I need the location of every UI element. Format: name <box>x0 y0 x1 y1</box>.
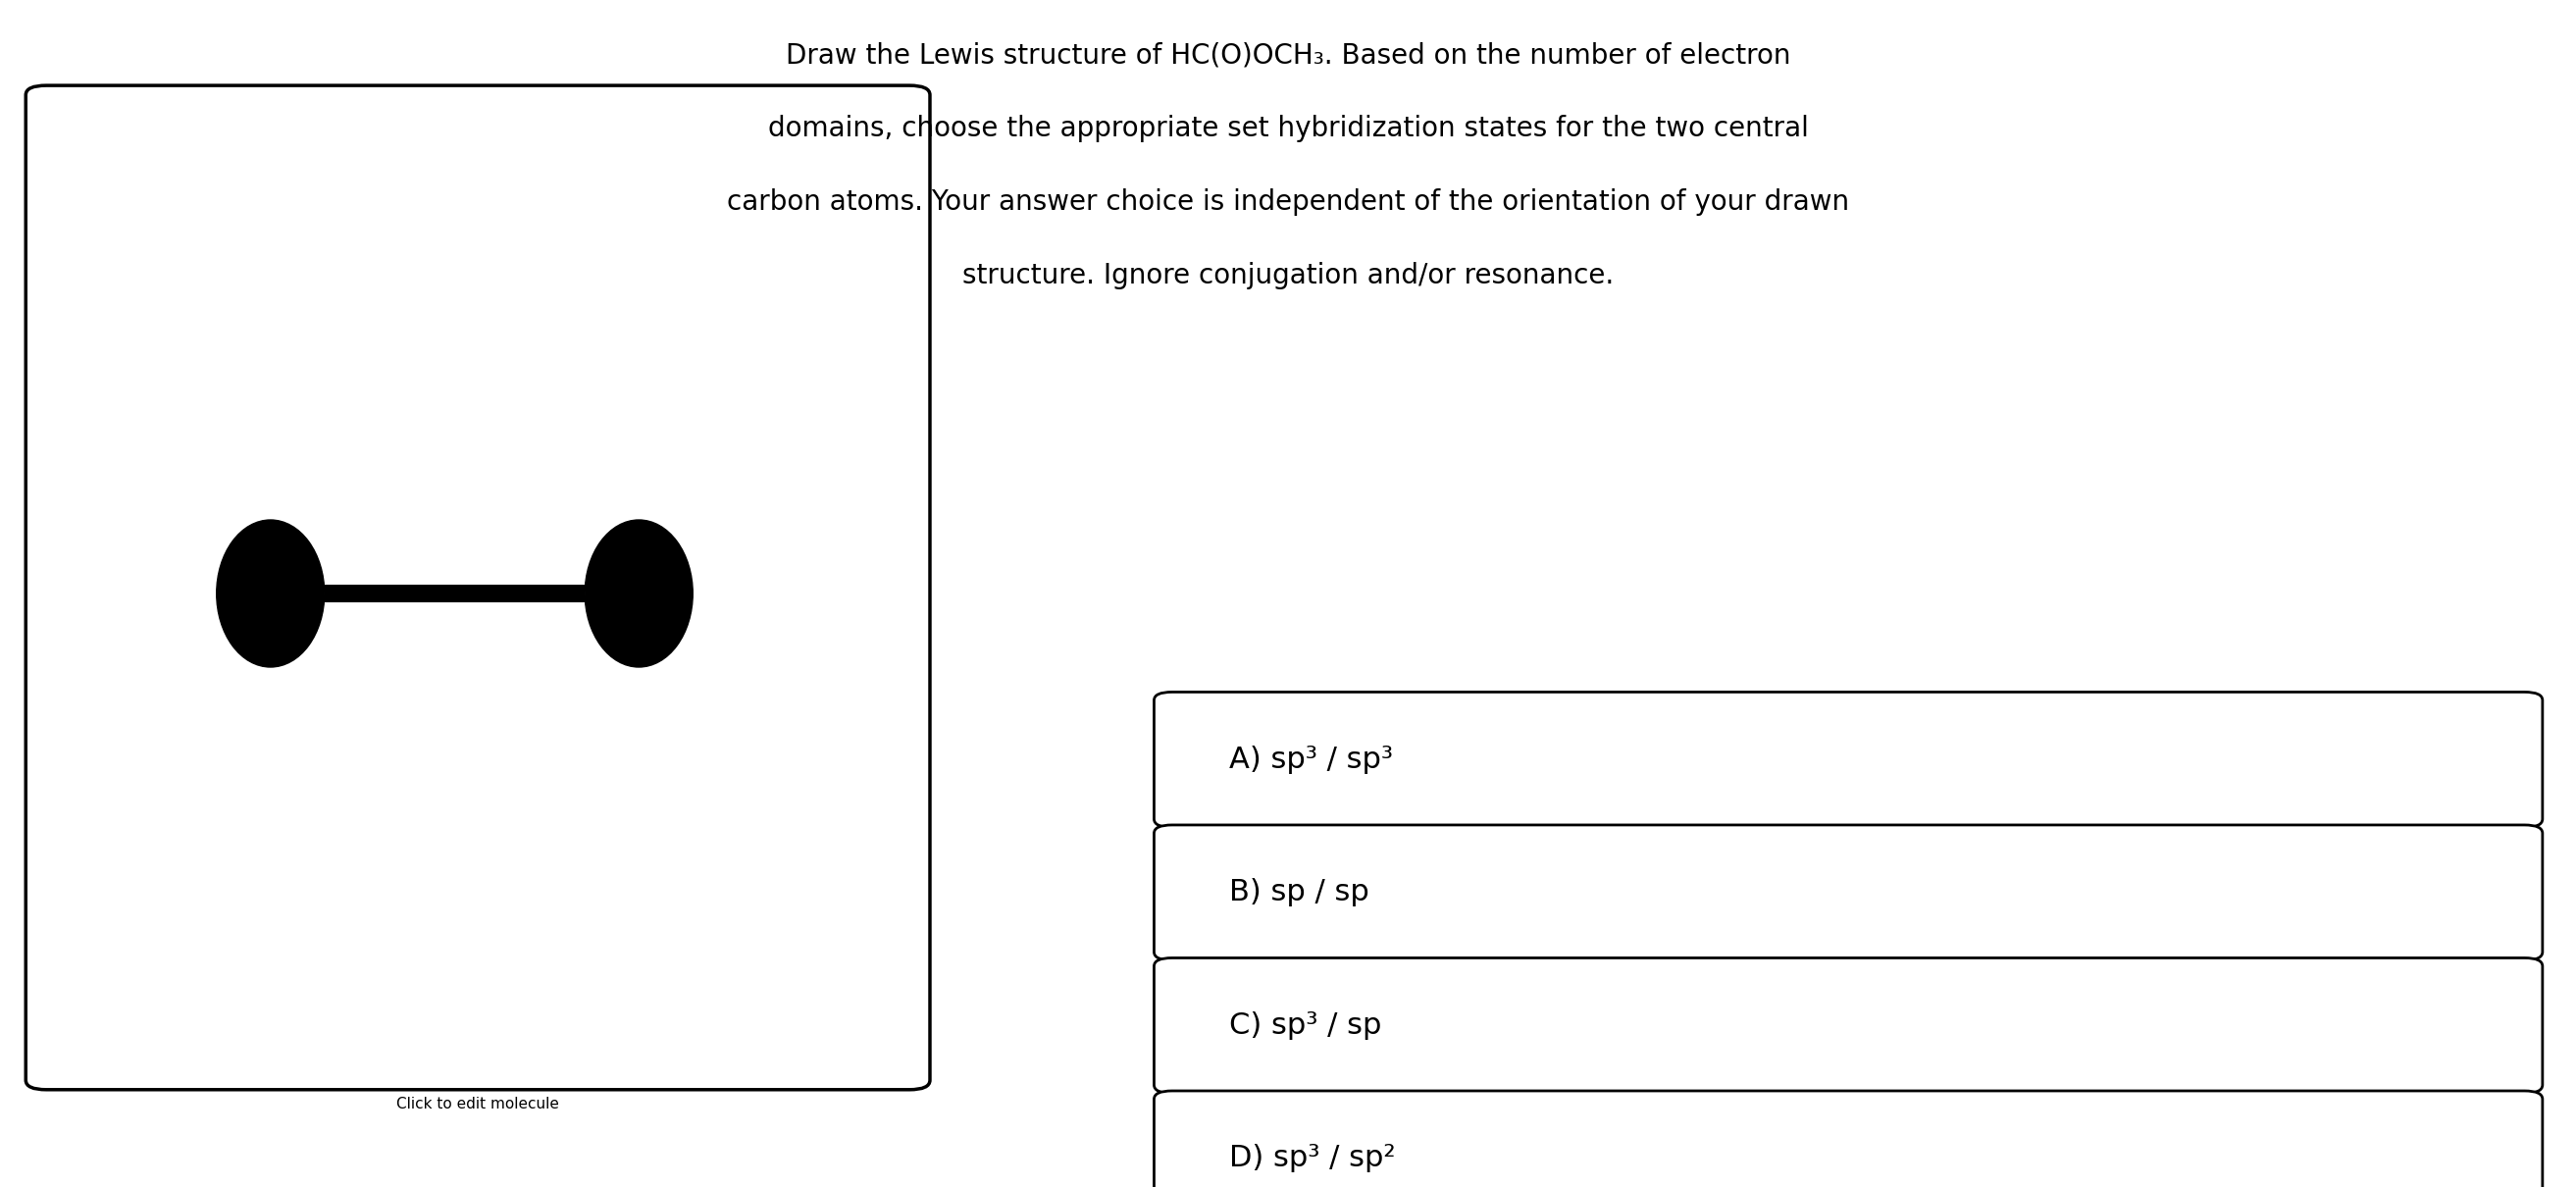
Text: C) sp³ / sp: C) sp³ / sp <box>1229 1011 1381 1040</box>
FancyBboxPatch shape <box>1154 958 2543 1093</box>
Text: B) sp / sp: B) sp / sp <box>1229 878 1368 907</box>
Text: domains, choose the appropriate set hybridization states for the two central: domains, choose the appropriate set hybr… <box>768 115 1808 142</box>
Ellipse shape <box>585 520 693 667</box>
Text: A) sp³ / sp³: A) sp³ / sp³ <box>1229 745 1394 774</box>
FancyBboxPatch shape <box>325 585 585 602</box>
Text: Click to edit molecule: Click to edit molecule <box>397 1097 559 1111</box>
Text: D) sp³ / sp²: D) sp³ / sp² <box>1229 1144 1396 1173</box>
Text: structure. Ignore conjugation and/or resonance.: structure. Ignore conjugation and/or res… <box>963 262 1613 290</box>
Text: Draw the Lewis structure of HC(O)OCH₃. Based on the number of electron: Draw the Lewis structure of HC(O)OCH₃. B… <box>786 42 1790 69</box>
Ellipse shape <box>216 520 325 667</box>
FancyBboxPatch shape <box>1154 1091 2543 1187</box>
Text: carbon atoms. Your answer choice is independent of the orientation of your drawn: carbon atoms. Your answer choice is inde… <box>726 189 1850 216</box>
FancyBboxPatch shape <box>26 85 930 1090</box>
FancyBboxPatch shape <box>1154 825 2543 960</box>
FancyBboxPatch shape <box>1154 692 2543 827</box>
